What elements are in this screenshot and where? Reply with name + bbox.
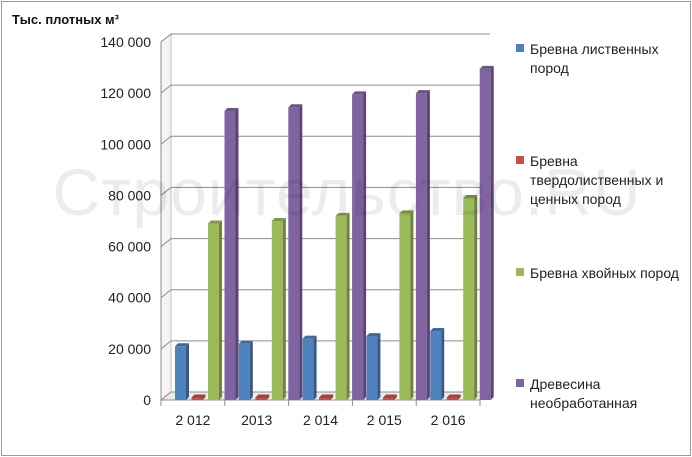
y-tick-label: 0 [143, 392, 151, 408]
y-tick-label: 120 000 [100, 85, 151, 101]
gridline [160, 135, 490, 145]
bar-side [457, 394, 461, 400]
legend-label: Бревна хвойных пород [530, 265, 679, 281]
watermark: Строительство.RU [52, 155, 642, 229]
bar-top [175, 343, 189, 347]
bar [319, 397, 331, 400]
bar [463, 197, 475, 400]
bar-top [238, 340, 253, 344]
bar-side [490, 65, 494, 400]
bar [352, 94, 364, 401]
bar [446, 397, 458, 400]
x-tick-label: 2 012 [175, 412, 210, 428]
legend-label: Бревна лиственных пород [530, 41, 659, 76]
y-tick-label: 80 000 [108, 187, 151, 203]
y-tick-label: 60 000 [108, 239, 151, 255]
bar [271, 221, 283, 400]
bar [288, 107, 300, 400]
bar-top [415, 90, 430, 94]
bar-top [288, 104, 303, 108]
bar-side [346, 212, 350, 400]
chart-plot: 0 20 000 40 000 60 000 80 000 100 000 120 000 1… [100, 32, 494, 428]
gridline [160, 238, 490, 247]
y-tick-label: 140 000 [100, 34, 151, 50]
bar [255, 397, 267, 400]
y-tick-label: 20 000 [108, 341, 151, 357]
chart-legend: Бревна лиственных пород Бревна твердолист… [516, 2, 688, 455]
bar-top [271, 218, 286, 221]
legend-swatch [516, 268, 524, 276]
bar-top [446, 394, 461, 398]
x-tick-label: 2 016 [431, 412, 466, 428]
bar-side [363, 91, 367, 401]
bar [366, 336, 378, 400]
legend-swatch [516, 44, 524, 52]
bar-side [410, 210, 414, 400]
bar-side [202, 394, 206, 400]
gridline [160, 289, 490, 299]
gridline [160, 33, 490, 43]
bar [335, 215, 347, 400]
bar-side [474, 194, 478, 400]
bar-side [266, 394, 270, 400]
gridline [160, 84, 490, 94]
x-tick-label: 2013 [241, 412, 272, 428]
legend-label: Древесина необработанная [530, 376, 638, 411]
bar-side [219, 220, 222, 400]
bar-top [463, 194, 478, 198]
bar-top [191, 394, 206, 398]
bar-top [399, 210, 414, 214]
bar [191, 397, 203, 400]
bar-side [377, 333, 381, 400]
bar-side [330, 394, 334, 400]
bar-top [224, 108, 239, 112]
bar-side [282, 218, 286, 400]
bar-top [208, 220, 222, 224]
bar-top [366, 333, 381, 337]
bar [175, 346, 186, 400]
x-tick-label: 2 014 [303, 412, 338, 428]
bar-side [426, 90, 430, 401]
bar-side [186, 343, 189, 400]
gridline [160, 391, 490, 401]
gridline [160, 186, 490, 196]
bar-side [249, 340, 253, 400]
bar [238, 343, 250, 400]
y-tick-label: 100 000 [100, 136, 151, 152]
bar-side [393, 394, 397, 400]
bar-top [430, 327, 445, 331]
bar [302, 338, 314, 400]
bar [208, 223, 219, 400]
bar [479, 68, 491, 400]
x-tick-label: 2 015 [367, 412, 402, 428]
bar [382, 397, 394, 400]
bar [399, 213, 411, 400]
bar-top [479, 65, 494, 69]
y-tick-label: 40 000 [108, 290, 151, 306]
legend-swatch [516, 156, 524, 164]
bar-top [352, 91, 367, 95]
gridline [160, 340, 490, 350]
bar-top [302, 335, 317, 339]
bar-top [382, 394, 397, 398]
bar [224, 111, 236, 401]
chart-title: Тыс. плотных м³ [12, 12, 119, 27]
legend-label: Бревна твердолиственных и ценных пород [530, 153, 664, 207]
bar-side [441, 327, 445, 400]
bar-top [255, 394, 270, 398]
bar [415, 93, 427, 401]
bar-side [299, 104, 303, 400]
bar [430, 330, 442, 400]
legend-swatch [516, 379, 524, 387]
bar-top [335, 212, 350, 216]
bar-top [319, 394, 334, 398]
bar-side [235, 108, 239, 401]
bar-side [313, 335, 317, 400]
